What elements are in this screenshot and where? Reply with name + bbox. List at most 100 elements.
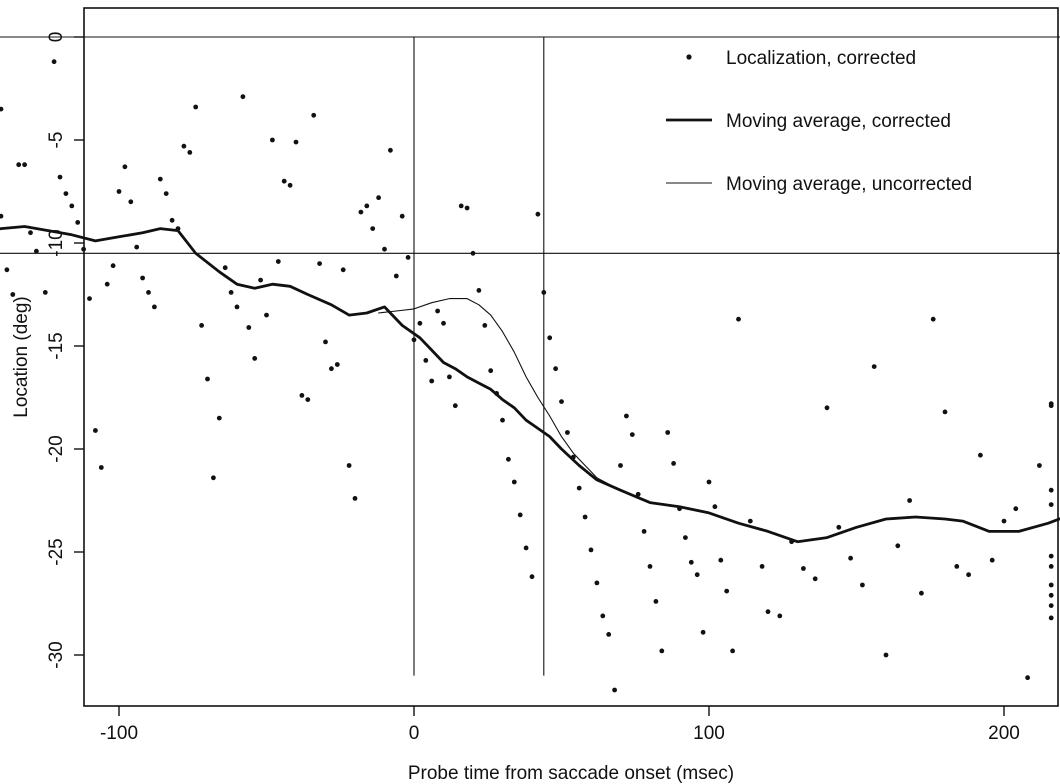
data-point <box>370 226 376 232</box>
data-point <box>116 189 122 194</box>
data-point <box>441 320 446 326</box>
data-point <box>777 613 783 619</box>
data-point <box>299 393 305 398</box>
data-point <box>641 529 647 534</box>
data-point <box>506 456 511 462</box>
data-point <box>435 308 440 314</box>
data-point <box>228 290 234 295</box>
data-point <box>576 485 582 491</box>
data-point <box>647 564 653 569</box>
data-point <box>311 112 317 118</box>
data-point <box>1048 403 1054 409</box>
data-point <box>28 230 33 236</box>
data-point <box>382 246 387 252</box>
data-point <box>34 248 39 254</box>
data-point <box>42 290 48 295</box>
data-point <box>98 465 104 470</box>
localization-points <box>0 59 1054 693</box>
data-point <box>334 362 340 367</box>
data-point <box>258 277 263 283</box>
data-point <box>683 535 688 540</box>
data-point <box>482 323 488 328</box>
data-point <box>618 463 623 468</box>
data-point <box>329 366 334 372</box>
data-point <box>93 428 98 433</box>
data-point <box>919 590 924 596</box>
data-point <box>287 182 293 188</box>
data-point <box>706 479 712 485</box>
data-point <box>122 164 128 170</box>
data-point <box>464 205 470 211</box>
data-point <box>559 399 564 404</box>
data-point <box>199 323 205 328</box>
data-point <box>264 312 269 318</box>
data-point <box>323 339 328 345</box>
y-tick-label: -20 <box>46 435 67 462</box>
data-point <box>452 403 458 409</box>
data-point <box>0 106 4 112</box>
data-point <box>417 320 423 326</box>
data-point <box>718 557 724 563</box>
data-point <box>352 496 358 501</box>
data-point <box>222 265 228 271</box>
data-point <box>51 59 57 65</box>
data-point <box>541 290 547 295</box>
data-point <box>1048 502 1054 507</box>
x-tick-label: 200 <box>988 723 1020 744</box>
data-point <box>624 413 629 419</box>
x-tick-label: 100 <box>693 723 725 744</box>
data-point <box>1048 615 1054 621</box>
data-point <box>423 358 429 363</box>
data-point <box>488 368 494 374</box>
data-point <box>1048 603 1054 608</box>
reference-lines <box>0 36 1060 676</box>
y-tick-label: -25 <box>46 538 67 565</box>
data-point <box>16 162 22 168</box>
data-point <box>346 463 352 468</box>
data-point <box>860 582 865 588</box>
data-point <box>724 588 730 594</box>
data-point <box>470 250 476 256</box>
data-point <box>529 574 535 580</box>
data-point <box>1013 506 1019 512</box>
data-point <box>128 199 134 205</box>
data-point <box>523 545 529 551</box>
data-point <box>966 572 971 578</box>
data-point <box>812 576 818 582</box>
data-point <box>1048 553 1054 559</box>
data-point <box>146 290 151 295</box>
data-point <box>81 246 86 252</box>
data-point <box>594 580 600 586</box>
data-point <box>458 203 464 209</box>
data-point <box>688 559 694 565</box>
data-point <box>429 378 435 384</box>
data-point <box>1048 592 1054 598</box>
data-point <box>181 143 187 149</box>
data-point <box>653 599 659 604</box>
data-point <box>57 174 63 180</box>
data-point <box>836 524 842 530</box>
data-point <box>712 504 718 510</box>
data-point <box>216 415 222 421</box>
data-point <box>4 267 10 273</box>
data-point <box>848 555 853 561</box>
moving-average-corrected-line <box>0 225 1060 544</box>
legend-label: Localization, corrected <box>726 48 916 69</box>
data-point <box>411 337 417 343</box>
data-point <box>871 364 877 369</box>
data-point <box>989 557 995 563</box>
data-point <box>765 609 771 615</box>
data-point <box>671 461 676 466</box>
data-point <box>1048 564 1054 569</box>
data-point <box>246 325 252 330</box>
data-point <box>205 376 210 382</box>
data-point <box>883 652 889 658</box>
data-point <box>659 648 665 654</box>
data-point <box>1025 675 1030 681</box>
data-point <box>10 292 16 297</box>
data-point <box>75 220 81 225</box>
y-tick-label: 0 <box>46 32 67 43</box>
data-point <box>635 491 641 497</box>
data-point <box>293 139 299 145</box>
